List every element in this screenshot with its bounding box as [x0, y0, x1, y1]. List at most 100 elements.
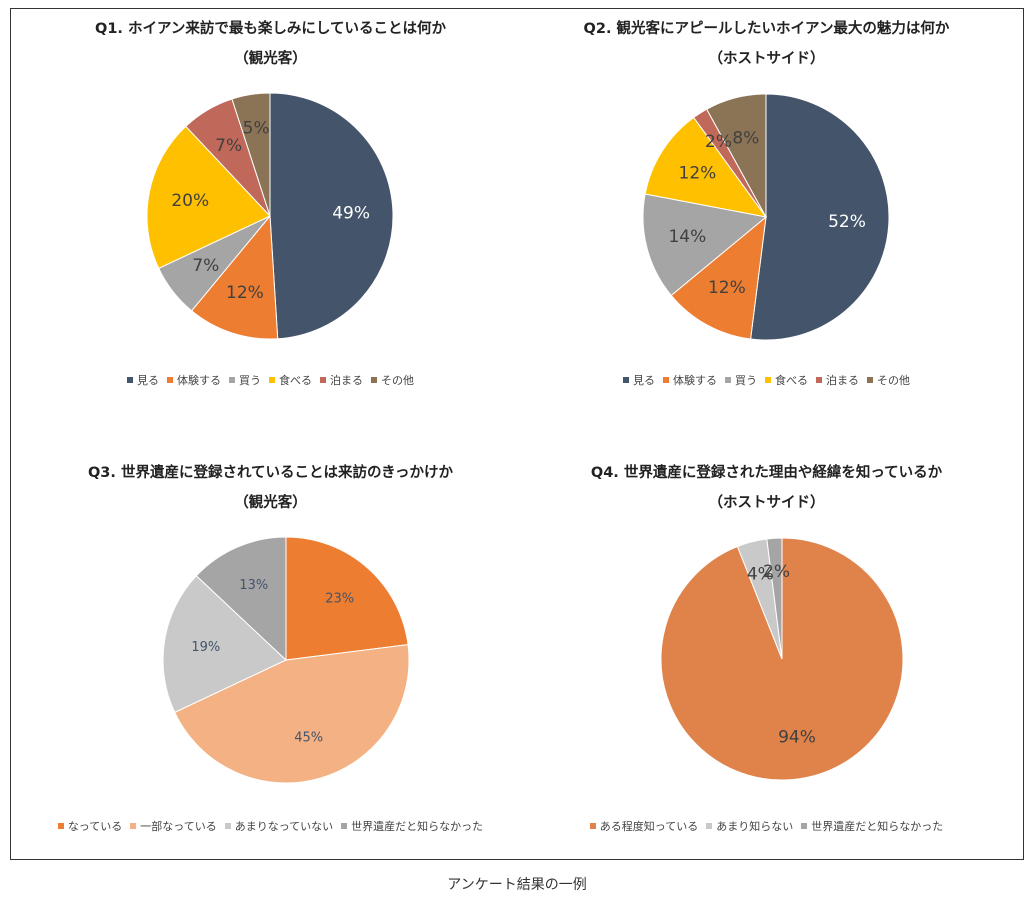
chart-title: Q3. 世界遺産に登録されていることは来訪のきっかけか （観光客）	[18, 458, 523, 518]
legend-swatch	[127, 377, 133, 383]
data-label-2: 12%	[708, 278, 746, 298]
pie-chart: 49%12%7%20%7%5%	[146, 92, 394, 340]
legend-item: 見る	[127, 372, 159, 388]
data-label-2: 45%	[294, 730, 323, 745]
legend-item: 体験する	[663, 372, 717, 388]
chart-title-line: Q2. 観光客にアピールしたいホイアン最大の魅力は何か	[583, 21, 950, 37]
legend-swatch	[224, 823, 231, 829]
chart-q3: Q3. 世界遺産に登録されていることは来訪のきっかけか （観光客） 23% 45%…	[18, 458, 523, 880]
data-label-2: 4%	[747, 565, 774, 585]
pie-slice-6	[706, 93, 767, 218]
legend-item: 体験する	[167, 372, 221, 388]
legend-label: 体験する	[673, 374, 717, 387]
legend-label: 世界遺産だと知らなかった	[351, 820, 484, 833]
chart-title: Q1. ホイアン来訪で最も楽しみにしていることは何か （観光客）	[18, 14, 523, 74]
legend-swatch	[229, 377, 235, 383]
chart-subtitle: （観光客）	[234, 495, 307, 511]
data-label-3: 19%	[191, 640, 220, 655]
chart-legend: 見る 体験する 買う 食べる 泊まる その他	[514, 372, 1019, 388]
chart-title-line: Q3. 世界遺産に登録されていることは来訪のきっかけか	[87, 465, 454, 481]
data-label-1: 49%	[332, 203, 370, 223]
legend-item: その他	[371, 372, 414, 388]
legend-item: あまりなっていない	[224, 818, 333, 834]
legend-item: なっている	[57, 818, 123, 834]
data-label-4: 13%	[239, 578, 268, 593]
chart-legend: なっている 一部なっている あまりなっていない 世界遺産だと知らなかった	[18, 818, 523, 834]
chart-title: Q2. 観光客にアピールしたいホイアン最大の魅力は何か （ホストサイド）	[514, 14, 1019, 74]
chart-legend: 見る 体験する 買う 食べる 泊まる その他	[18, 372, 523, 388]
legend-swatch	[706, 823, 713, 829]
chart-q2: Q2. 観光客にアピールしたいホイアン最大の魅力は何か （ホストサイド） 52%…	[514, 14, 1019, 436]
data-label-6: 8%	[732, 128, 759, 148]
chart-q1: Q1. ホイアン来訪で最も楽しみにしていることは何か （観光客） 49% 12% 7…	[18, 14, 523, 436]
pie-slice-1	[285, 536, 409, 661]
pie-slice-4	[146, 125, 271, 270]
legend-swatch	[589, 823, 596, 829]
pie-slice-1	[269, 92, 394, 340]
legend-item: その他	[867, 372, 910, 388]
legend-label: 一部なっている	[140, 820, 217, 833]
pie-chart: 23% 45% 19% 13%	[162, 536, 410, 784]
pie-slice-3	[642, 193, 768, 297]
legend-label: ある程度知っている	[599, 820, 699, 833]
data-label-5: 2%	[705, 132, 732, 152]
pie-slice-1	[750, 93, 890, 341]
legend-item: 食べる	[765, 372, 808, 388]
legend-label: 買う	[239, 374, 261, 387]
data-label-3: 14%	[668, 227, 706, 247]
legend-label: なっている	[67, 820, 123, 833]
legend-item: 泊まる	[816, 372, 859, 388]
legend-label: 見る	[633, 374, 655, 387]
legend-label: 食べる	[279, 374, 312, 387]
legend-item: ある程度知っている	[589, 818, 699, 834]
chart-subtitle: （観光客）	[234, 51, 307, 67]
chart-title-line: Q4. 世界遺産に登録された理由や経緯を知っているか	[590, 465, 943, 481]
data-label-6: 5%	[243, 119, 270, 139]
legend-item: 泊まる	[320, 372, 363, 388]
chart-subtitle: （ホストサイド）	[708, 495, 825, 511]
legend-item: 買う	[725, 372, 757, 388]
legend-item: あまり知らない	[706, 818, 793, 834]
pie-chart: 52% 12% 14% 12% 2% 8%	[642, 93, 890, 341]
legend-label: 買う	[735, 374, 757, 387]
legend-swatch	[167, 377, 173, 383]
pie-slice-2	[190, 214, 279, 340]
data-label-1: 23%	[325, 592, 354, 607]
pie-slice-3	[162, 575, 287, 714]
legend-swatch	[269, 377, 275, 383]
legend-item: 世界遺産だと知らなかった	[341, 818, 483, 834]
data-label-4: 12%	[679, 164, 717, 184]
legend-item: 買う	[229, 372, 261, 388]
legend-swatch	[371, 377, 377, 383]
pie-slice-3	[766, 537, 783, 660]
pie-slice-6	[231, 92, 271, 217]
legend-label: 泊まる	[826, 374, 859, 387]
legend-swatch	[57, 823, 64, 829]
legend-label: 食べる	[775, 374, 808, 387]
data-label-3: 2%	[763, 562, 790, 582]
chart-title: Q4. 世界遺産に登録された理由や経緯を知っているか （ホストサイド）	[514, 458, 1019, 518]
data-label-1: 94%	[778, 727, 816, 747]
data-label-5: 7%	[215, 136, 242, 156]
legend-item: 一部なっている	[130, 818, 217, 834]
legend-swatch	[341, 823, 348, 829]
data-label-2: 12%	[226, 283, 264, 303]
data-label-1: 52%	[828, 212, 866, 232]
legend-swatch	[765, 377, 771, 383]
legend-swatch	[320, 377, 326, 383]
pie-slice-4	[195, 536, 287, 662]
pie-slice-4	[644, 116, 768, 218]
chart-subtitle: （ホストサイド）	[708, 51, 825, 67]
legend-swatch	[867, 377, 873, 383]
legend-label: 見る	[137, 374, 159, 387]
legend-label: 泊まる	[330, 374, 363, 387]
chart-legend: ある程度知っている あまり知らない 世界遺産だと知らなかった	[514, 818, 1019, 834]
legend-swatch	[816, 377, 822, 383]
chart-title-line: Q1. ホイアン来訪で最も楽しみにしていることは何か	[95, 21, 446, 37]
legend-label: 世界遺産だと知らなかった	[811, 820, 944, 833]
data-label-4: 20%	[171, 191, 209, 211]
legend-label: あまり知らない	[716, 820, 794, 833]
legend-swatch	[663, 377, 669, 383]
legend-item: 世界遺産だと知らなかった	[801, 818, 943, 834]
legend-label: 体験する	[177, 374, 221, 387]
